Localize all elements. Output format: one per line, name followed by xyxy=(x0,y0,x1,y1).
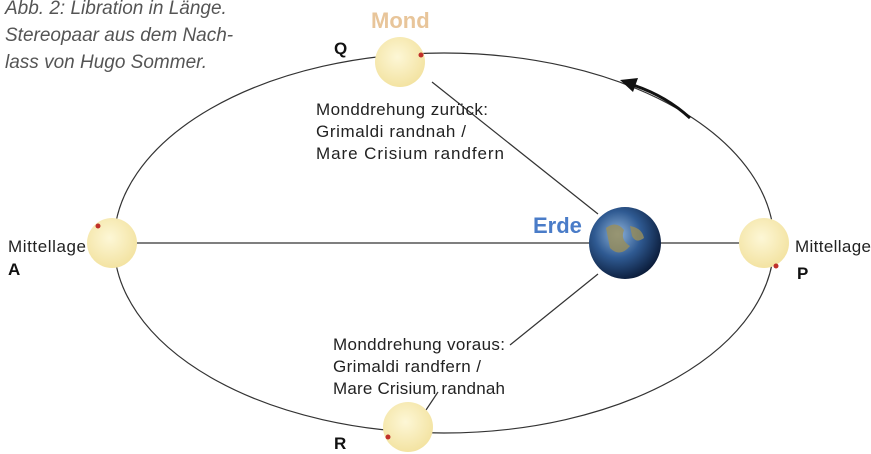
point-label: R xyxy=(334,434,346,453)
caption-line: Abb. 2: Libration in Länge. xyxy=(4,0,227,19)
earth-label: Erde xyxy=(533,213,582,238)
annotation-line: Mare Crisium randfern xyxy=(316,144,504,163)
position-label: Mittellage xyxy=(8,237,86,256)
diagram: Abb. 2: Libration in Länge. Stereopaar a… xyxy=(0,0,871,454)
moon-r xyxy=(383,402,433,452)
moon-p xyxy=(739,218,789,269)
pointer-lower xyxy=(510,274,598,345)
caption-line: lass von Hugo Sommer. xyxy=(5,52,207,73)
annotation-line: Mare Crisium randnah xyxy=(333,379,505,398)
moon-q xyxy=(375,37,425,87)
annotation-line: Monddrehung voraus: xyxy=(333,335,505,354)
moon-a xyxy=(87,218,137,268)
annotation-line: Grimaldi randnah / xyxy=(316,122,466,141)
annotation-line: Monddrehung zurück: xyxy=(316,100,488,119)
point-label: P xyxy=(797,264,808,283)
position-label: Mittellage xyxy=(795,237,871,256)
caption-line: Stereopaar aus dem Nach- xyxy=(5,25,233,46)
moon-label: Mond xyxy=(371,8,430,33)
point-label: Q xyxy=(334,39,347,58)
annotation-line: Grimaldi randfern / xyxy=(333,357,481,376)
point-label: A xyxy=(8,260,20,279)
arrow-head xyxy=(620,78,638,92)
